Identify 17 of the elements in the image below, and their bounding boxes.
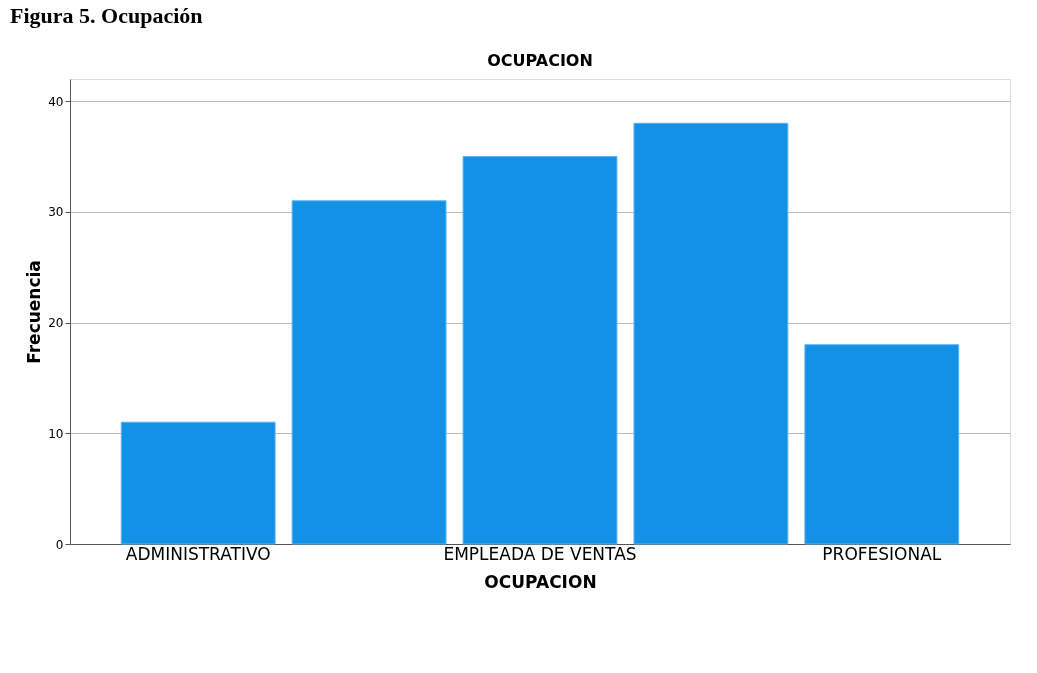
y-axis-title: Frecuencia (24, 260, 45, 364)
x-tick-label: EMPLEADA DE VENTAS (443, 543, 637, 564)
y-tick-label: 30 (48, 205, 64, 220)
y-tick-label: 10 (48, 426, 64, 441)
chart-title: OCUPACION (487, 51, 593, 70)
y-tick-label: 0 (55, 537, 64, 552)
y-tick-label: 20 (48, 316, 64, 331)
bar (291, 200, 447, 545)
bar (120, 421, 276, 545)
bar (804, 344, 960, 545)
bar (462, 156, 618, 545)
y-tick-label: 40 (48, 94, 64, 109)
text: Figura 5. Ocupación (10, 3, 203, 28)
bar (633, 122, 789, 545)
x-tick-label: PROFESIONAL (822, 543, 942, 564)
x-axis-title: OCUPACION (484, 571, 597, 592)
x-tick-label: ADMINISTRATIVO (125, 543, 271, 564)
